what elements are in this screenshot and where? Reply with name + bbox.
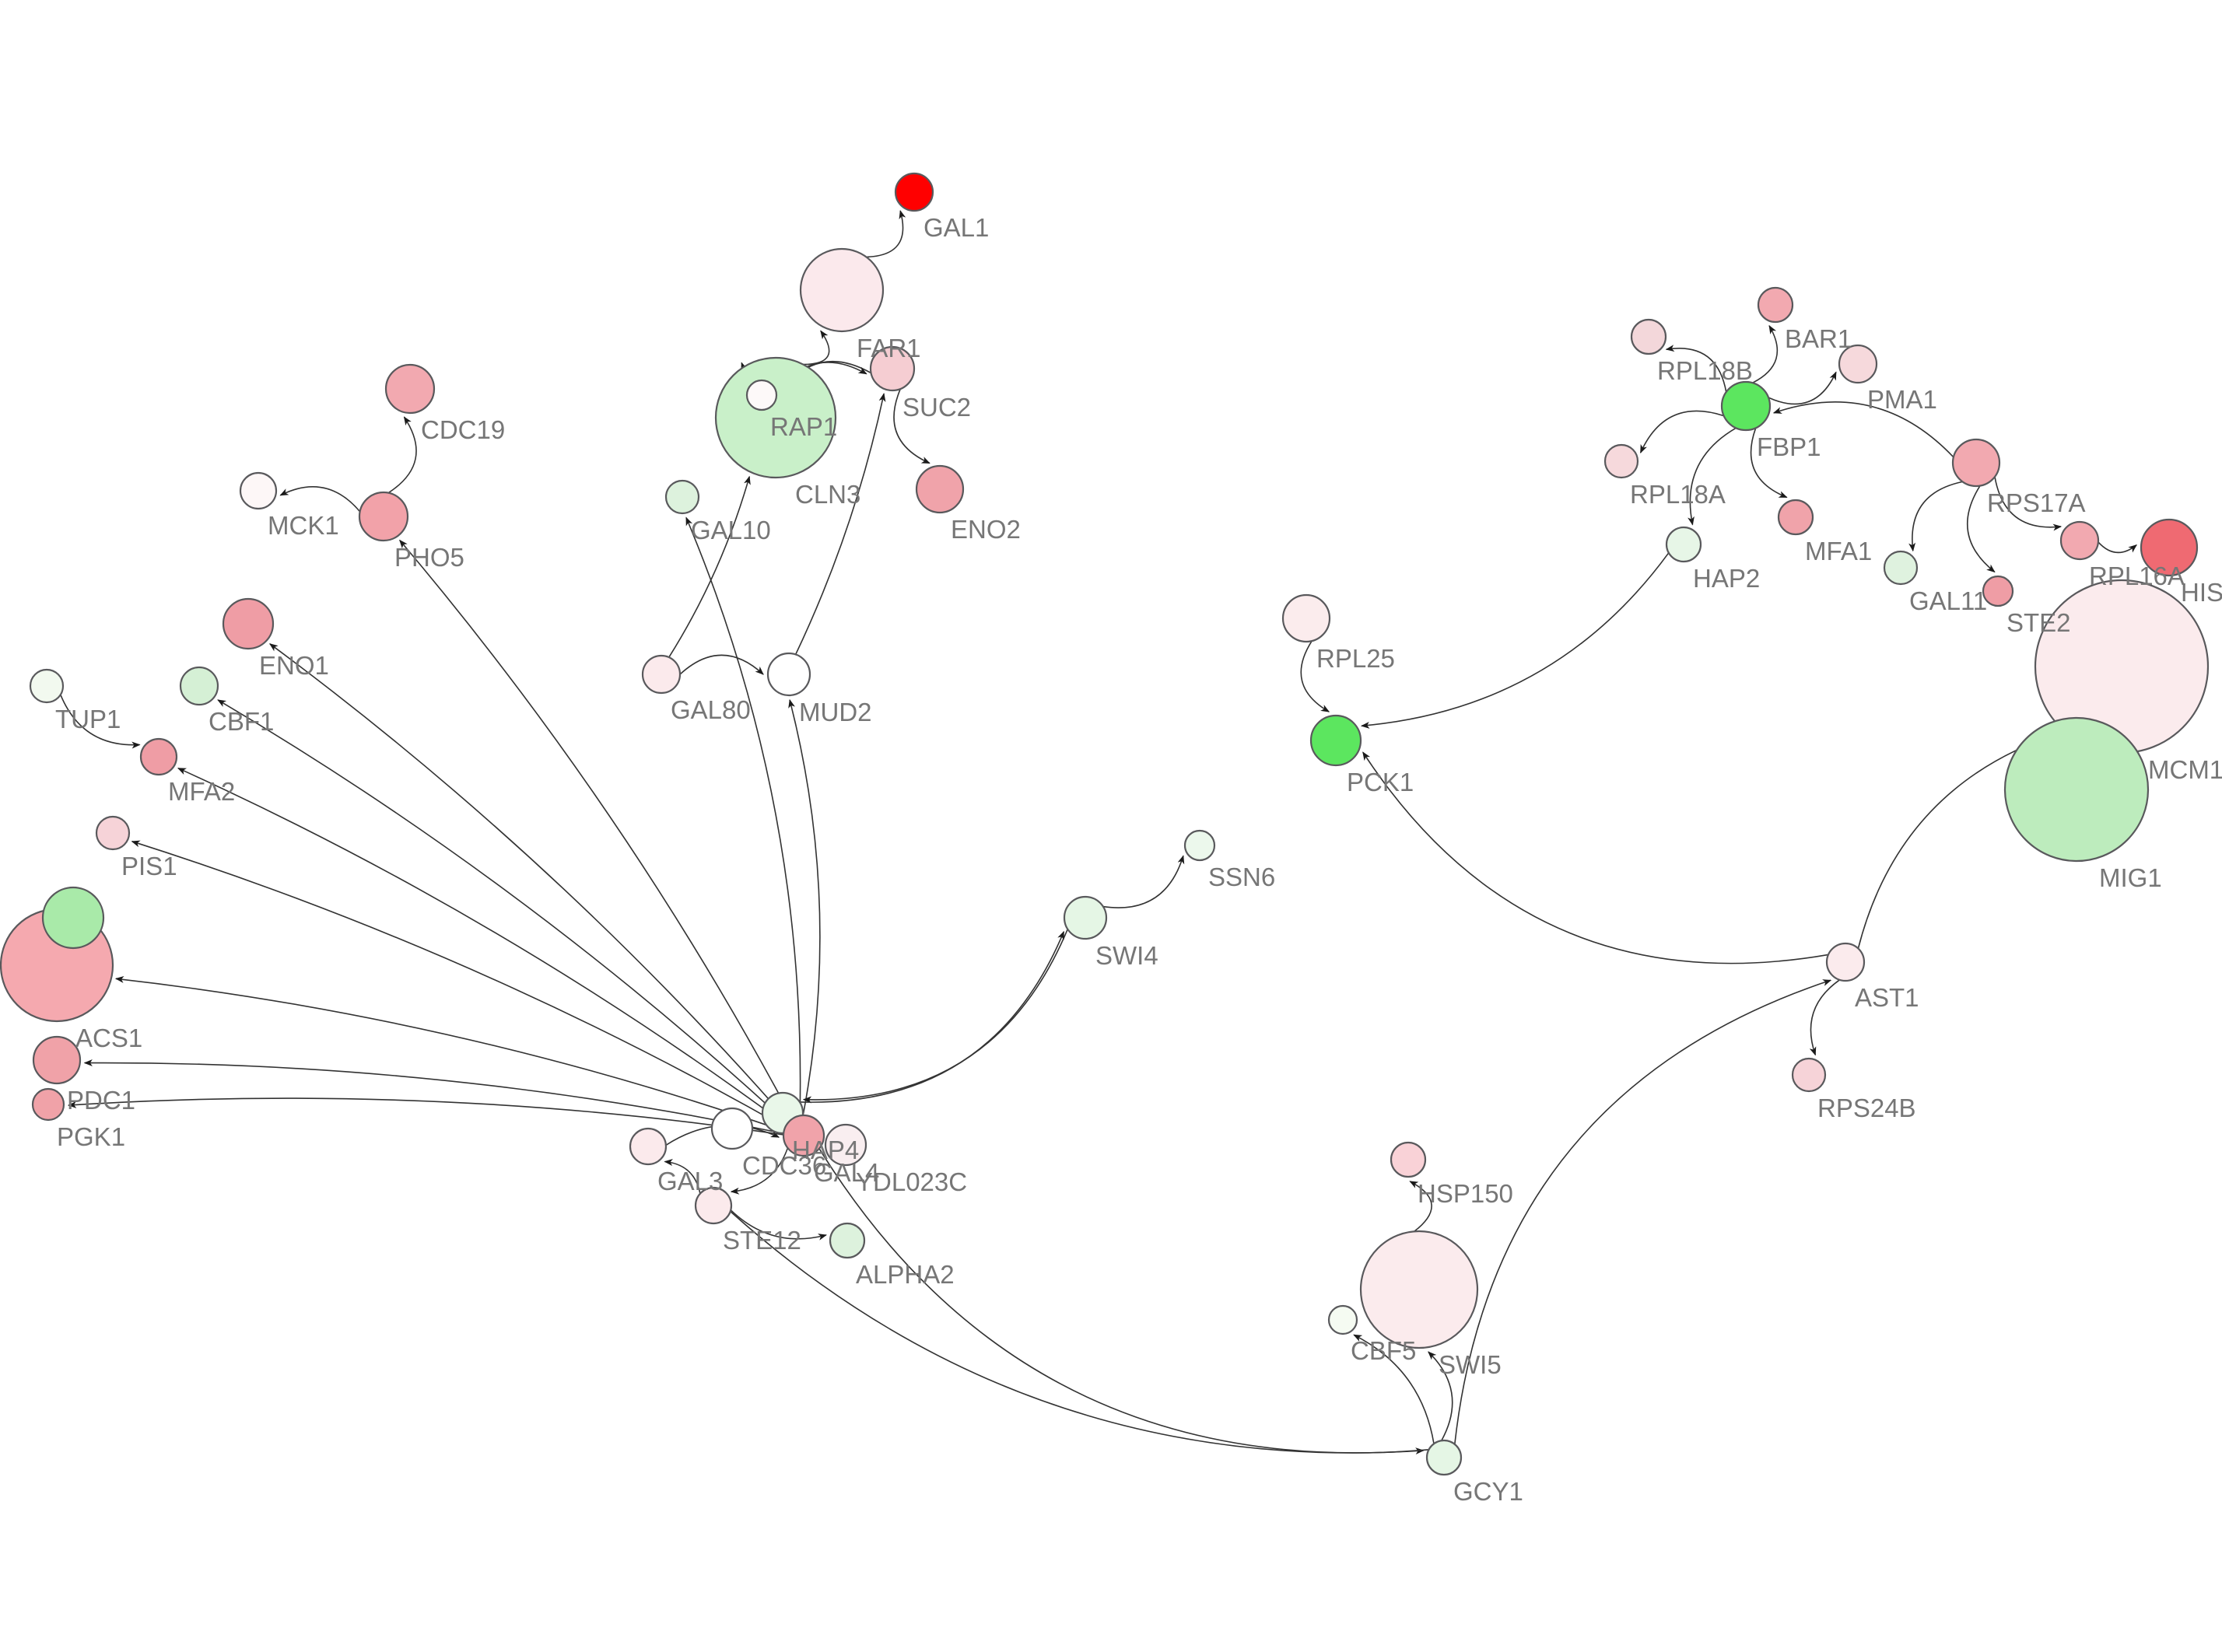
svg-text:CBF5: CBF5 — [1351, 1336, 1416, 1365]
svg-text:PIS1: PIS1 — [121, 852, 177, 880]
svg-text:PHO5: PHO5 — [394, 543, 464, 572]
svg-text:PCK1: PCK1 — [1347, 768, 1414, 796]
svg-text:HAP2: HAP2 — [1693, 564, 1760, 593]
svg-text:STE2: STE2 — [2006, 608, 2071, 637]
svg-text:RPL18A: RPL18A — [1630, 480, 1726, 509]
svg-text:MFA2: MFA2 — [168, 777, 235, 806]
svg-text:RPS17A: RPS17A — [1987, 488, 2086, 517]
svg-text:PGK1: PGK1 — [57, 1122, 125, 1151]
svg-text:RAP1: RAP1 — [770, 412, 837, 441]
svg-text:CBF1: CBF1 — [209, 707, 274, 736]
svg-text:MCM1: MCM1 — [2148, 755, 2222, 784]
svg-text:HIS4: HIS4 — [2181, 578, 2222, 607]
svg-text:FBP1: FBP1 — [1757, 432, 1821, 461]
svg-text:GAL10: GAL10 — [691, 516, 771, 544]
svg-text:PDC1: PDC1 — [67, 1086, 135, 1115]
svg-text:CLN3: CLN3 — [795, 480, 860, 509]
svg-text:GAL1: GAL1 — [923, 213, 989, 242]
svg-text:MFA1: MFA1 — [1805, 537, 1872, 565]
svg-text:SWI5: SWI5 — [1439, 1350, 1502, 1379]
svg-text:MCK1: MCK1 — [268, 511, 339, 540]
svg-text:CDC19: CDC19 — [421, 415, 505, 444]
svg-text:STE12: STE12 — [723, 1226, 801, 1255]
svg-text:ACS1: ACS1 — [75, 1024, 142, 1052]
svg-text:GAL3: GAL3 — [657, 1167, 723, 1195]
svg-text:GAL11: GAL11 — [1909, 586, 1987, 615]
svg-text:GAL80: GAL80 — [671, 695, 751, 724]
svg-text:RPS24B: RPS24B — [1817, 1094, 1916, 1122]
svg-text:ENO1: ENO1 — [259, 651, 329, 680]
svg-text:AST1: AST1 — [1855, 983, 1919, 1012]
svg-text:BAR1: BAR1 — [1785, 324, 1852, 353]
svg-text:FAR1: FAR1 — [857, 334, 921, 362]
svg-text:HSP150: HSP150 — [1418, 1179, 1513, 1208]
svg-text:RPL25: RPL25 — [1316, 644, 1395, 673]
svg-text:YDL023C: YDL023C — [856, 1167, 967, 1196]
svg-text:SWI4: SWI4 — [1095, 941, 1158, 970]
svg-text:ENO2: ENO2 — [951, 515, 1021, 544]
svg-text:SUC2: SUC2 — [902, 393, 971, 422]
svg-text:RPL18B: RPL18B — [1657, 356, 1753, 385]
svg-text:SSN6: SSN6 — [1208, 863, 1275, 891]
svg-text:PMA1: PMA1 — [1867, 385, 1937, 414]
svg-text:TUP1: TUP1 — [55, 705, 121, 733]
svg-text:MIG1: MIG1 — [2099, 863, 2162, 892]
svg-text:ALPHA2: ALPHA2 — [856, 1260, 955, 1289]
svg-text:MUD2: MUD2 — [799, 698, 872, 726]
svg-text:RPL16A: RPL16A — [2089, 562, 2185, 590]
svg-text:GCY1: GCY1 — [1453, 1477, 1523, 1506]
